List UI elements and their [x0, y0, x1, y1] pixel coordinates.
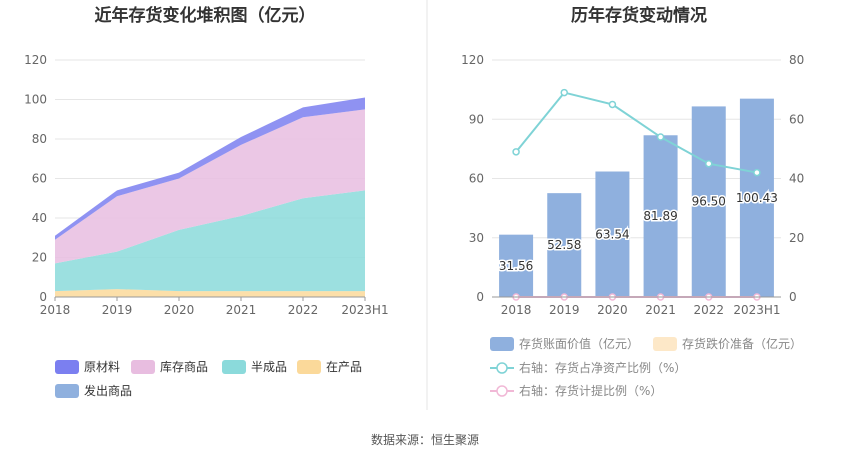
right-x-tick-label: 2020	[597, 303, 628, 317]
left-legend-swatch	[222, 360, 246, 374]
right-axis-tick-label: 20	[789, 231, 804, 245]
right-x-tick-label: 2022	[693, 303, 724, 317]
bar-data-label: 96.50	[692, 195, 726, 209]
line-point-net-assets-ratio	[705, 159, 713, 168]
bar-data-label: 100.43	[736, 191, 778, 205]
left-legend-swatch	[297, 360, 321, 374]
right-x-tick-label: 2023H1	[733, 303, 780, 317]
left-x-tick-label: 2019	[102, 303, 133, 317]
area-2	[55, 109, 365, 264]
right-legend-label: 右轴：存货计提比例（%）	[519, 383, 662, 398]
left-legend-swatch	[131, 360, 155, 374]
left-y-tick-label: 20	[32, 251, 47, 265]
left-legend-label: 发出商品	[84, 383, 132, 398]
line-inventory-net-assets-ratio	[515, 91, 758, 174]
left-axis-tick-label: 120	[461, 53, 484, 67]
left-x-tick-label: 2022	[288, 303, 319, 317]
right-axis-tick-label: 80	[789, 53, 804, 67]
right-x-tick-label: 2018	[501, 303, 532, 317]
bar-data-label: 63.54	[595, 227, 629, 241]
left-y-tick-label: 100	[24, 93, 47, 107]
right-x-tick-label: 2019	[549, 303, 580, 317]
left-chart-title: 近年存货变化堆积图（亿元）	[95, 5, 316, 26]
area-3	[55, 97, 365, 240]
left-y-tick-label: 40	[32, 211, 47, 225]
left-legend-label: 半成品	[251, 360, 287, 374]
area-1	[55, 190, 365, 292]
bar-inventory-value	[691, 106, 726, 297]
left-axis-tick-label: 90	[469, 112, 484, 126]
right-legend-swatch	[653, 337, 677, 351]
left-axis-tick-label: 0	[476, 290, 484, 304]
left-y-tick-label: 60	[32, 172, 47, 186]
right-legend-label: 存货账面价值（亿元）	[519, 336, 639, 351]
bar-data-label: 81.89	[643, 209, 677, 223]
line-point-net-assets-ratio	[753, 168, 761, 177]
right-legend: 存货账面价值（亿元） 存货跌价准备（亿元） 右轴：存货占净资产比例（%） 右轴：存货计…	[490, 336, 802, 398]
right-x-tick-label: 2021	[645, 303, 676, 317]
source-note: 数据来源：恒生聚源	[370, 433, 479, 447]
left-y-tick-label: 0	[39, 290, 47, 304]
left-legend-label: 原材料	[84, 360, 120, 374]
left-y-tick-label: 120	[24, 53, 47, 67]
left-axis-tick-label: 30	[469, 231, 484, 245]
right-legend-label: 存货跌价准备（亿元）	[682, 336, 802, 351]
right-plot-area: 0 30 60 90 120 0 20 40 60 80 31.56 52.58 63.54 81.89 9…	[461, 53, 804, 317]
left-legend-swatch	[55, 384, 79, 398]
left-y-tick-label: 80	[32, 132, 47, 146]
left-x-tick-label: 2018	[40, 303, 71, 317]
left-legend-label: 库存商品	[160, 359, 208, 374]
right-axis-tick-label: 60	[789, 112, 804, 126]
right-legend-marker	[496, 362, 508, 374]
bar-inventory-value	[595, 171, 630, 297]
left-plot-area: 0 20 40 60 80 100 120 2018 2019 2020 2021 2022 2023H…	[24, 53, 389, 317]
left-axis-tick-label: 60	[469, 172, 484, 186]
bar-inventory-value	[739, 98, 774, 297]
left-x-tick-label: 2021	[226, 303, 257, 317]
bar-data-label: 52.58	[547, 238, 581, 252]
left-x-tick-label: 2020	[164, 303, 195, 317]
right-axis-tick-label: 0	[789, 290, 797, 304]
bar-inventory-value	[643, 135, 678, 297]
line-point-net-assets-ratio	[608, 100, 617, 109]
bar-data-label: 31.56	[499, 259, 533, 273]
bar-inventory-value	[547, 193, 582, 297]
right-legend-label: 右轴：存货占净资产比例（%）	[519, 360, 686, 375]
line-point-net-assets-ratio	[656, 133, 665, 141]
left-x-tick-label: 2023H1	[341, 303, 388, 317]
bar-inventory-value	[499, 234, 534, 297]
left-legend-swatch	[55, 360, 79, 374]
line-point-net-assets-ratio	[560, 88, 568, 97]
right-chart-title: 历年存货变动情况	[571, 5, 707, 26]
left-legend-label: 在产品	[326, 360, 362, 374]
right-legend-swatch	[490, 337, 514, 351]
line-point-net-assets-ratio	[512, 148, 520, 156]
right-axis-tick-label: 40	[789, 172, 804, 186]
right-legend-marker	[496, 385, 508, 397]
